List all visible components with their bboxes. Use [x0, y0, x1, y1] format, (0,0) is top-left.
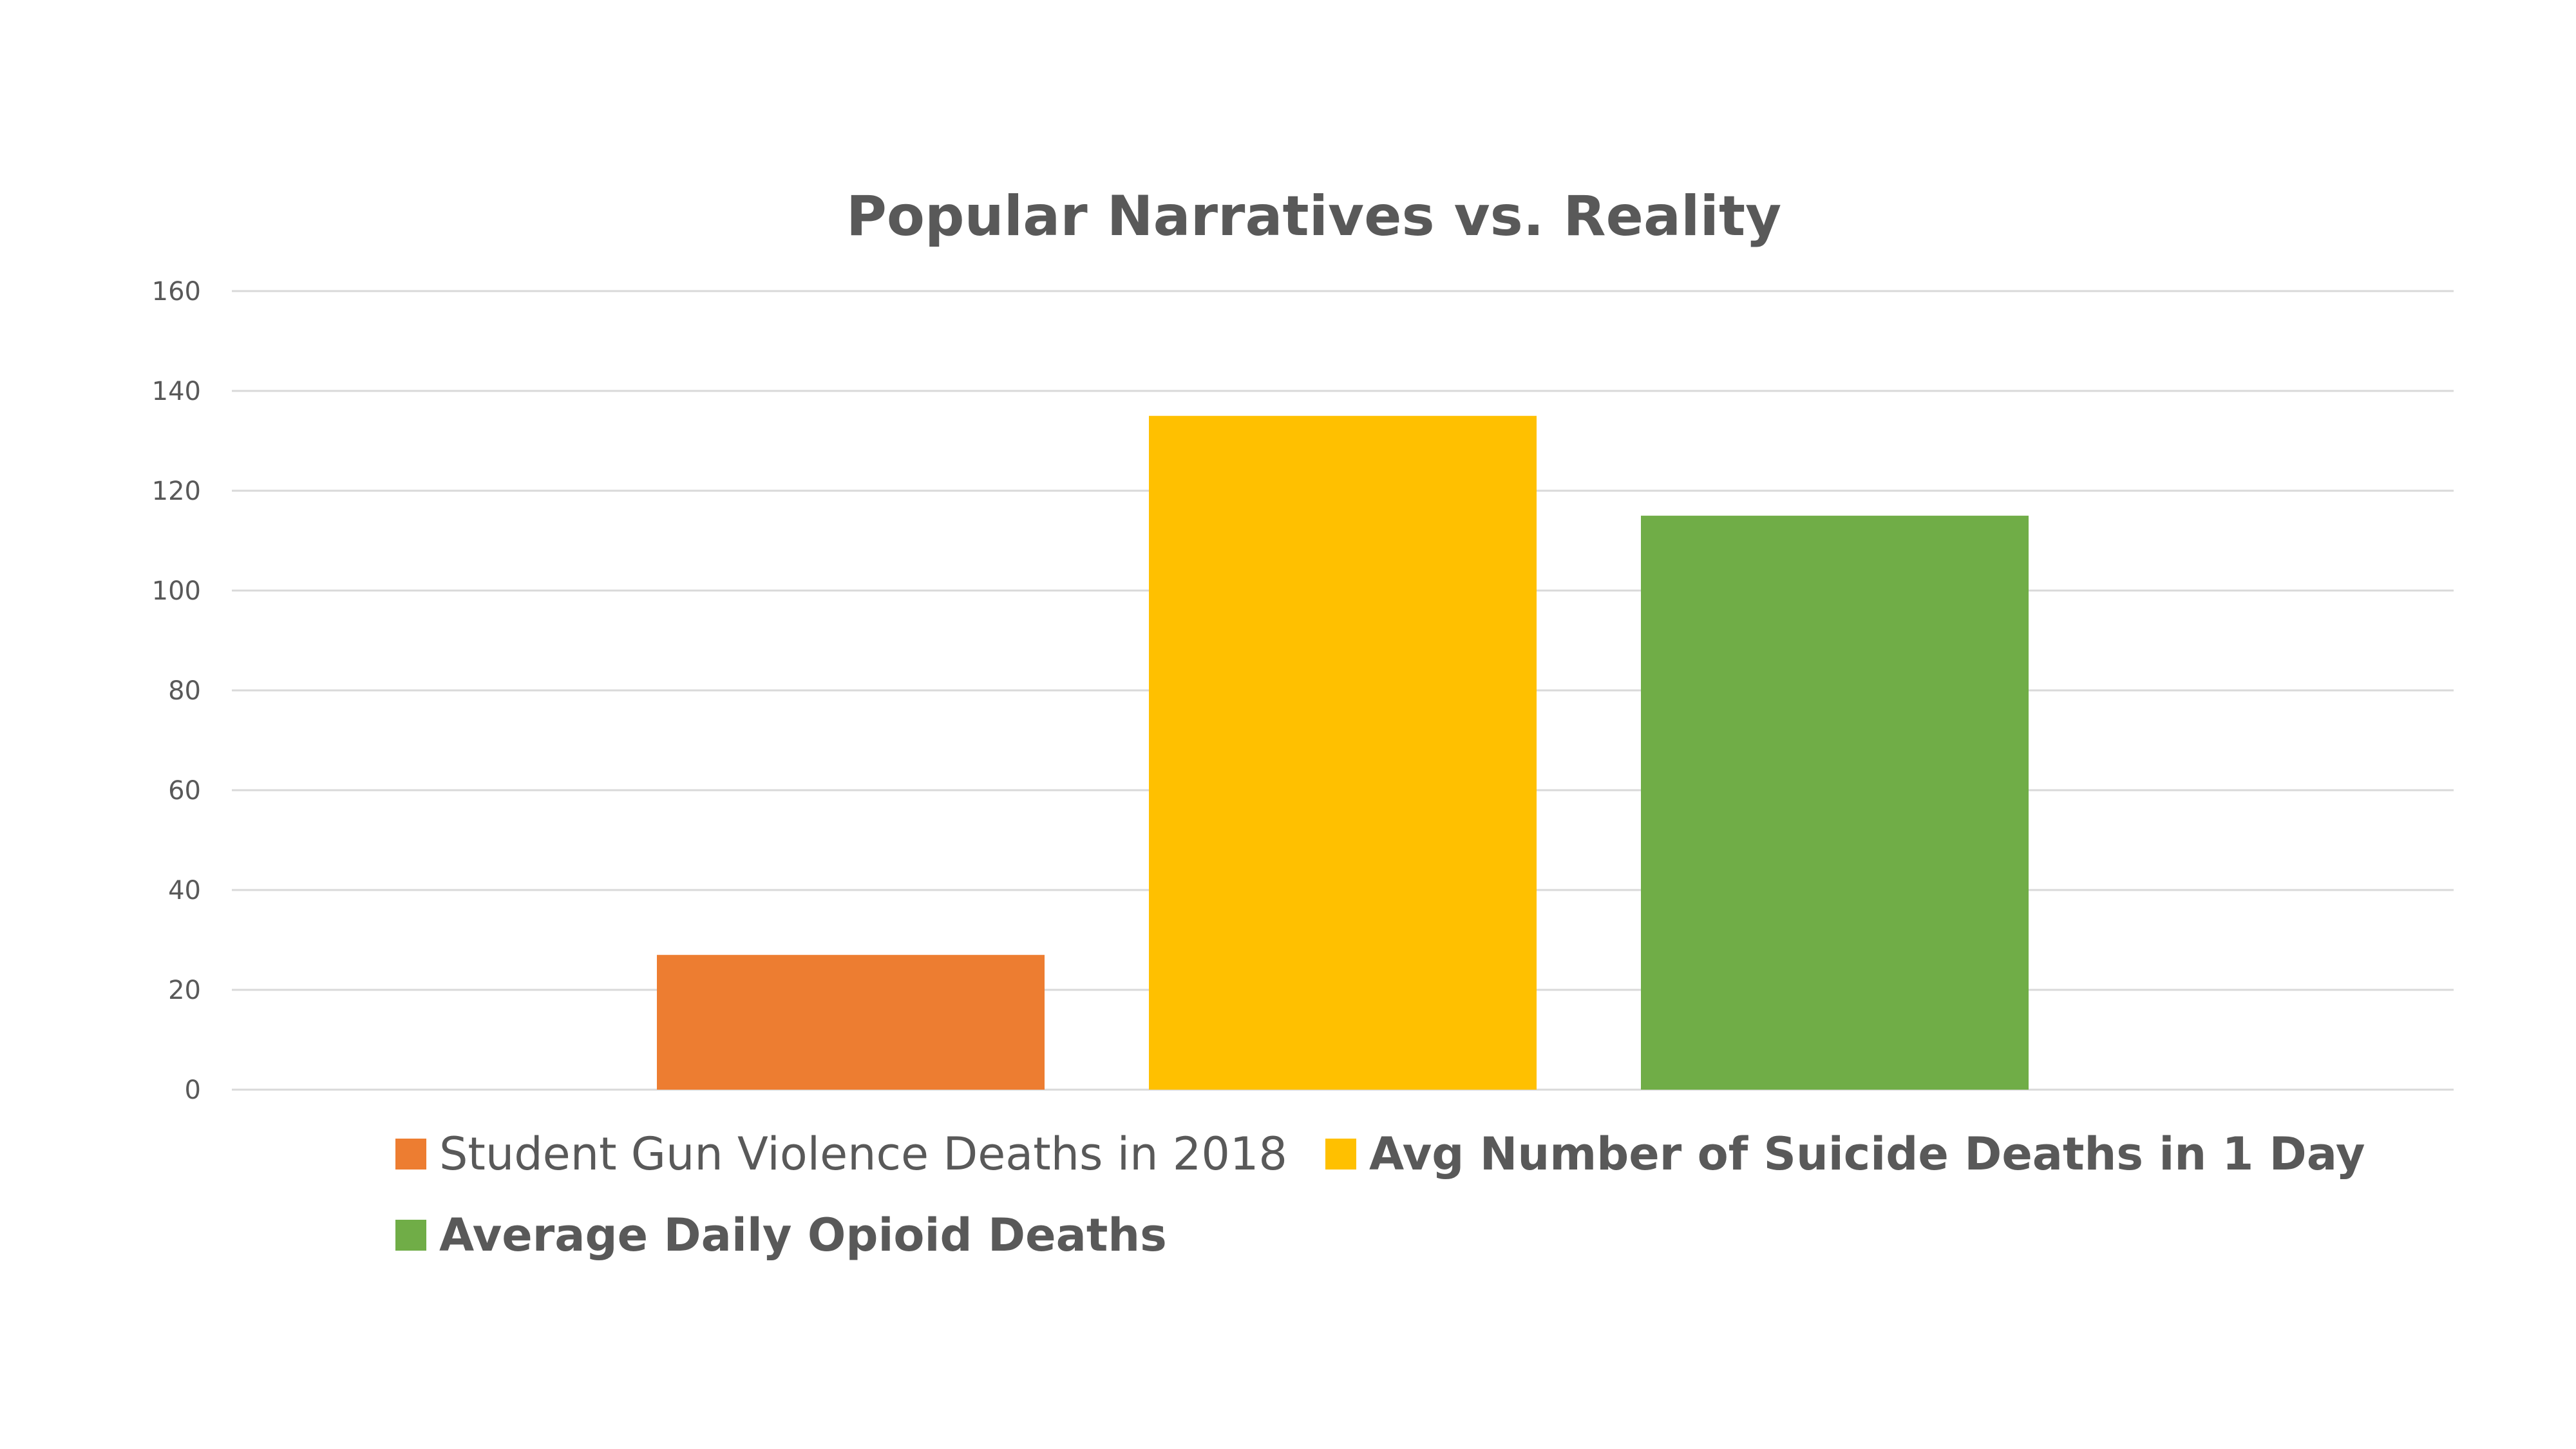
y-tick-label: 60: [168, 776, 201, 806]
legend-label: Avg Number of Suicide Deaths in 1 Day: [1369, 1128, 2365, 1180]
y-tick-label: 120: [152, 477, 201, 506]
legend-label: Average Daily Opioid Deaths: [439, 1209, 1167, 1262]
y-tick-label: 80: [168, 676, 201, 706]
bar: [1149, 415, 1537, 1090]
legend-swatch: [395, 1220, 426, 1251]
legend-item: Avg Number of Suicide Deaths in 1 Day: [1325, 1128, 2365, 1180]
y-tick-label: 20: [168, 976, 201, 1005]
legend-label: Student Gun Violence Deaths in 2018: [439, 1128, 1287, 1180]
y-tick-label: 140: [152, 377, 201, 406]
y-tick-label: 160: [152, 277, 201, 307]
bar: [657, 954, 1045, 1090]
y-axis-tick-labels: 0 20 40 60 80 100 120 140 160: [152, 277, 201, 1105]
bar: [1641, 515, 2029, 1090]
legend: Student Gun Violence Deaths in 2018 Avg N…: [395, 1128, 2365, 1262]
y-tick-label: 100: [152, 576, 201, 606]
chart-title: Popular Narratives vs. Reality: [846, 184, 1781, 249]
legend-swatch: [395, 1139, 426, 1170]
y-tick-label: 0: [185, 1075, 201, 1105]
legend-item: Student Gun Violence Deaths in 2018: [395, 1128, 1287, 1180]
legend-item: Average Daily Opioid Deaths: [395, 1209, 1167, 1262]
y-tick-label: 40: [168, 876, 201, 905]
bars: [657, 415, 2029, 1090]
legend-swatch: [1325, 1139, 1356, 1170]
